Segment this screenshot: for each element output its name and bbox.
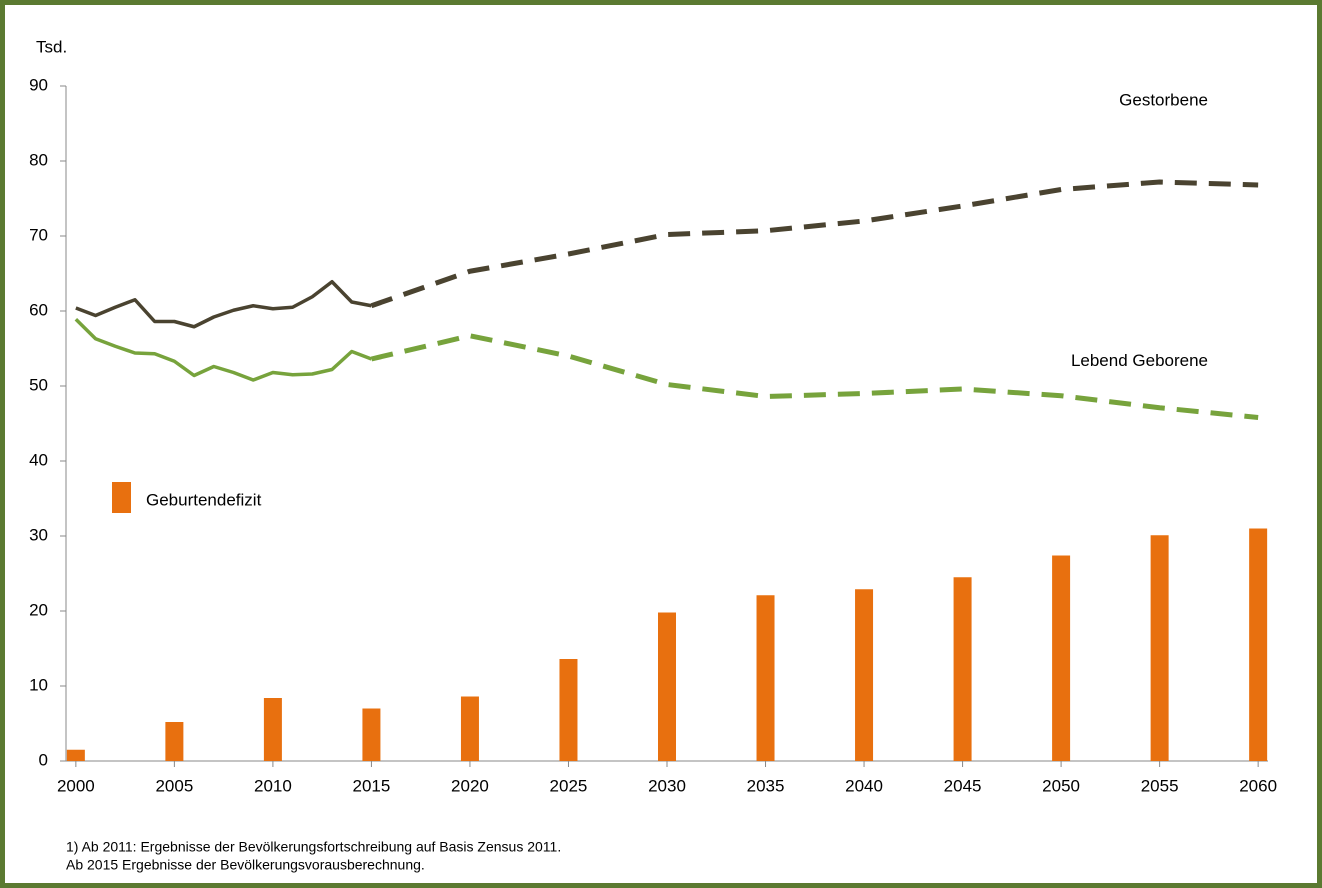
x-tick-label: 2005: [155, 776, 193, 795]
series-label: Gestorbene: [1119, 90, 1208, 109]
x-tick-label: 2030: [648, 776, 686, 795]
bar: [460, 696, 479, 761]
x-tick-label: 2010: [254, 776, 292, 795]
x-tick-label: 2025: [550, 776, 588, 795]
bar: [559, 659, 578, 761]
bar: [1150, 535, 1169, 761]
bar: [855, 589, 874, 761]
legend-label: Geburtendefizit: [146, 490, 262, 509]
line: [74, 318, 373, 382]
bar: [1249, 528, 1268, 761]
bar: [953, 577, 972, 761]
legend-swatch: [112, 482, 131, 513]
y-tick-label: 0: [39, 750, 48, 769]
x-tick-label: 2050: [1042, 776, 1080, 795]
bar: [165, 722, 184, 761]
y-tick-label: 30: [29, 525, 48, 544]
x-tick-label: 2035: [747, 776, 785, 795]
y-tick-label: 40: [29, 450, 48, 469]
x-tick-label: 2040: [845, 776, 883, 795]
bar: [756, 595, 775, 761]
bar: [1052, 555, 1071, 761]
y-tick-label: 80: [29, 150, 48, 169]
projection-line: [370, 333, 1259, 420]
x-tick-label: 2045: [944, 776, 982, 795]
series-label: Lebend Geborene: [1071, 351, 1208, 370]
x-tick-label: 2020: [451, 776, 489, 795]
bar: [66, 749, 85, 761]
x-tick-label: 2000: [57, 776, 95, 795]
y-tick-label: 60: [29, 300, 48, 319]
x-tick-label: 2060: [1239, 776, 1277, 795]
footnote: Ab 2015 Ergebnisse der Bevölkerungsvorau…: [66, 857, 425, 873]
y-tick-label: 90: [29, 75, 48, 94]
y-tick-label: 10: [29, 675, 48, 694]
projection-line: [370, 179, 1259, 309]
bar: [362, 708, 381, 761]
x-tick-label: 2055: [1141, 776, 1179, 795]
footnote: 1) Ab 2011: Ergebnisse der Bevölkerungsf…: [66, 839, 561, 855]
y-tick-label: 20: [29, 600, 48, 619]
bar: [658, 612, 676, 761]
x-tick-label: 2015: [353, 776, 391, 795]
y-tick-label: 70: [29, 225, 48, 244]
line: [75, 280, 372, 329]
y-axis-label: Tsd.: [36, 37, 67, 56]
y-tick-label: 50: [29, 375, 48, 394]
bar: [263, 698, 282, 761]
